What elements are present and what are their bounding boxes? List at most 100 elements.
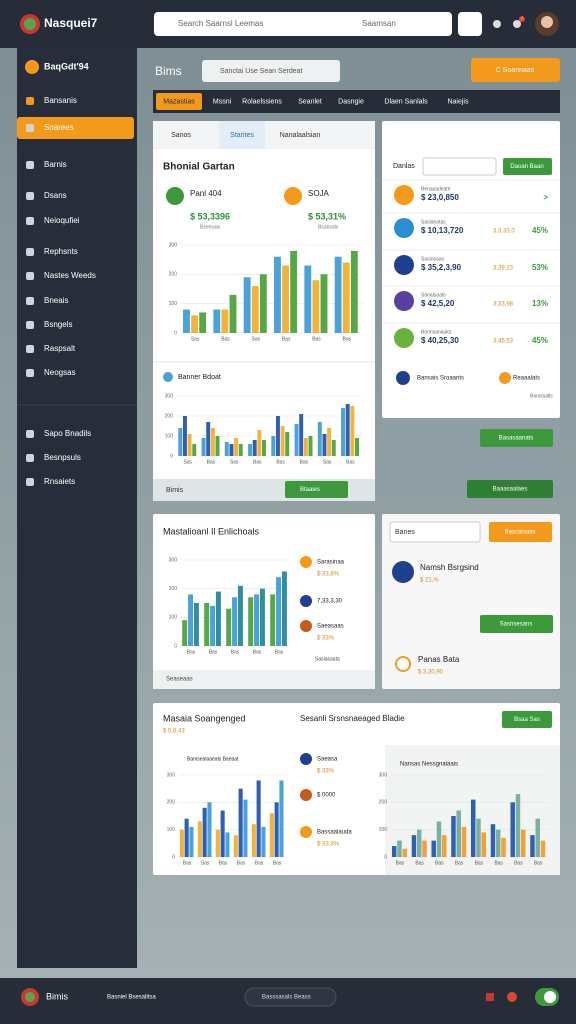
nav-item[interactable]: Neogsas [44, 368, 76, 377]
y-tick-label: 0 [384, 854, 387, 860]
item-name: Saeasa [317, 757, 338, 763]
button[interactable] [503, 158, 552, 175]
tab[interactable]: Dlaen Sanlals [384, 98, 428, 105]
stat-sub: $ 53,31% [308, 211, 346, 221]
bar [243, 277, 251, 333]
icon-button[interactable] [458, 12, 482, 36]
tab[interactable]: Naiejis [447, 98, 469, 105]
label: Basasaanats [499, 436, 534, 442]
bar [327, 428, 332, 456]
x-tick-label: Bas [435, 860, 444, 866]
primary-button[interactable] [471, 58, 560, 82]
row-value: 45% [532, 336, 548, 345]
bar [334, 256, 342, 333]
label: Banes [395, 529, 415, 536]
nav-item[interactable]: Barnis [44, 160, 67, 169]
nav-item[interactable]: Soarees [44, 123, 74, 132]
bar [189, 826, 194, 857]
icon [163, 372, 173, 382]
nav-item[interactable]: Rephsnts [44, 247, 78, 256]
x-tick-label: Bas [343, 336, 352, 342]
search-box[interactable] [244, 987, 337, 1007]
button[interactable] [480, 429, 553, 447]
tab[interactable]: Dasngie [338, 98, 364, 105]
row-amount: $ 40,25,30 [421, 336, 459, 345]
tab[interactable]: Rolaelssiens [242, 98, 282, 105]
y-tick-label: 300 [169, 557, 178, 563]
search-box[interactable] [389, 521, 481, 543]
nav-item[interactable]: Raspsalt [44, 344, 76, 353]
nav-icon [26, 321, 34, 329]
search-box[interactable] [422, 157, 497, 176]
y-tick-label: 200 [165, 413, 174, 419]
icon [493, 20, 501, 28]
button[interactable] [502, 711, 552, 728]
bar [422, 840, 427, 857]
nav-item[interactable]: Rnsaiets [44, 477, 75, 486]
tab[interactable]: Mssni [213, 98, 232, 105]
nav-item[interactable]: Bsngels [44, 320, 72, 329]
tab[interactable]: Mazastias [163, 98, 195, 105]
icon [25, 992, 35, 1002]
stat-value: SOJA [308, 189, 330, 198]
x-tick-label: Bas [255, 860, 264, 866]
nav-item[interactable]: Dsans [44, 191, 67, 200]
nav-item[interactable]: Sapo Bnadils [44, 429, 91, 438]
tab[interactable]: Seanlet [298, 98, 322, 105]
bar [257, 430, 262, 456]
y-tick-label: 100 [167, 827, 176, 833]
button[interactable] [467, 480, 553, 498]
y-tick-label: 100 [169, 615, 178, 621]
label: Search Saarnsl Leemas [178, 19, 263, 28]
nav-item[interactable]: Neioqufiei [44, 216, 80, 225]
stat-note: Bsansals [318, 224, 339, 230]
nav-item[interactable]: Besnpsuls [44, 453, 81, 462]
button[interactable] [489, 522, 552, 542]
nav-icon [26, 248, 34, 256]
icon [392, 561, 414, 583]
tab[interactable]: Starites [230, 132, 254, 139]
bar [299, 414, 304, 456]
panel-footer [153, 670, 375, 689]
y-tick-label: 100 [165, 433, 174, 439]
tab[interactable]: Nanalaalsian [280, 132, 321, 139]
bar [238, 788, 243, 857]
panel-title: Mastalioanl Il Enlichoals [163, 526, 260, 536]
tab[interactable]: Sanos [171, 132, 191, 139]
label: Saamsan [362, 19, 396, 28]
nav-icon [26, 272, 34, 280]
bar [495, 829, 501, 857]
bar [183, 309, 190, 333]
row-value: 45% [532, 226, 548, 235]
row-name: Sanalsaats [421, 292, 446, 298]
y-tick-label: 0 [172, 854, 175, 860]
search-box[interactable] [154, 12, 452, 36]
bar [202, 807, 207, 857]
row-amount: $ 23,0,850 [421, 193, 459, 202]
x-tick-label: Bas [282, 336, 291, 342]
x-tick-label: Sas [252, 336, 261, 342]
sidebar [17, 48, 137, 968]
nav-icon [26, 192, 34, 200]
label: Reaaalats [513, 376, 540, 382]
label: Baaasaalaes [493, 487, 528, 493]
button[interactable] [480, 615, 553, 633]
bar [271, 436, 276, 456]
panel [382, 121, 560, 418]
bar [279, 780, 284, 857]
nav-item[interactable]: Nastes Weeds [44, 271, 96, 280]
item-value: $ 33,8% [317, 572, 340, 578]
nav-item[interactable]: Bansanis [44, 96, 77, 105]
icon [300, 826, 312, 838]
x-tick-label: Bas [219, 860, 228, 866]
search-box[interactable] [202, 60, 340, 82]
icon [300, 595, 312, 607]
label: $ 5,6,43 [163, 729, 185, 735]
panel-title: Sesanli Srsnsnaeaged Bladie [300, 714, 405, 723]
nav-icon [26, 97, 34, 105]
nav-item[interactable]: Bneais [44, 296, 68, 305]
button[interactable] [285, 481, 348, 498]
bar [229, 294, 237, 333]
bar [317, 422, 322, 456]
